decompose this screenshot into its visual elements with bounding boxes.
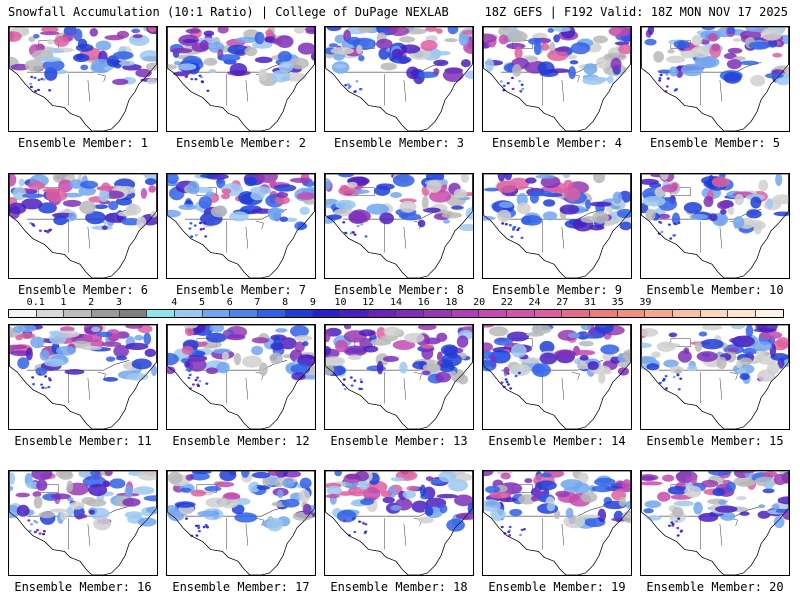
ensemble-member-label: Ensemble Member: 15 xyxy=(646,434,784,448)
color-scale-swatch xyxy=(202,310,231,317)
color-scale-swatch xyxy=(36,310,65,317)
color-scale-tick-label: 16 xyxy=(417,297,430,308)
ensemble-member-label: Ensemble Member: 1 xyxy=(17,136,149,150)
color-scale-labels: 0.1 1 2 3 4 5 6 7 8 9 10 12 14 16 18 20 22 24 27 31 35 39 xyxy=(8,297,784,309)
ensemble-member-label: Ensemble Member: 11 xyxy=(14,434,152,448)
color-scale-swatch xyxy=(534,310,563,317)
ensemble-member-map xyxy=(324,26,474,132)
ensemble-member-label: Ensemble Member: 2 xyxy=(175,136,307,150)
ensemble-member-map xyxy=(166,324,316,430)
ensemble-member-map xyxy=(166,26,316,132)
color-scale-swatch xyxy=(590,310,618,317)
ensemble-member-map xyxy=(640,173,790,279)
ensemble-member-map xyxy=(482,173,632,279)
color-scale-swatch xyxy=(396,310,425,317)
color-scale-swatch xyxy=(645,310,674,317)
color-scale-swatch xyxy=(562,310,591,317)
ensemble-member-label: Ensemble Member: 14 xyxy=(488,434,626,448)
ensemble-member-map xyxy=(640,26,790,132)
ensemble-member-label: Ensemble Member: 20 xyxy=(646,580,784,594)
color-scale-swatch xyxy=(119,310,148,317)
color-scale-tick-label: 5 xyxy=(198,297,206,308)
ensemble-member-label: Ensemble Member: 4 xyxy=(491,136,623,150)
color-scale-tick-label: 27 xyxy=(556,297,569,308)
snowfall-color-scale: 0.1 1 2 3 4 5 6 7 8 9 10 12 14 16 18 20 22 24 27 31 35 39 xyxy=(8,297,784,318)
color-scale-tick-label: 6 xyxy=(226,297,233,308)
ensemble-member-map xyxy=(640,324,790,430)
color-scale-swatch xyxy=(700,310,729,317)
ensemble-member-map xyxy=(8,470,158,576)
color-scale-tick-label: 39 xyxy=(639,297,652,308)
color-scale-swatch xyxy=(368,310,397,317)
ensemble-member-map xyxy=(8,173,158,279)
ensemble-member-map xyxy=(166,173,316,279)
color-scale-tick-label: 31 xyxy=(583,297,597,308)
ensemble-member-label: Ensemble Member: 16 xyxy=(14,580,152,594)
ensemble-member-label: Ensemble Member: 18 xyxy=(330,580,468,594)
color-scale-tick-label: 12 xyxy=(362,297,375,308)
color-scale-swatch xyxy=(756,310,783,317)
ensemble-member-map xyxy=(482,324,632,430)
color-scale-bar xyxy=(8,309,784,318)
color-scale-swatch xyxy=(313,310,342,317)
run-valid-time: 18Z GEFS | F192 Valid: 18Z MON NOV 17 20… xyxy=(484,5,788,19)
ensemble-member-map xyxy=(482,470,632,576)
color-scale-tick-label: 8 xyxy=(282,297,289,308)
color-scale-swatch xyxy=(341,310,369,317)
ensemble-member-label: Ensemble Member: 12 xyxy=(172,434,310,448)
ensemble-member-label: Ensemble Member: 6 xyxy=(17,283,149,297)
color-scale-swatch xyxy=(451,310,480,317)
ensemble-member-map xyxy=(324,324,474,430)
color-scale-swatch xyxy=(92,310,120,317)
map-title: Snowfall Accumulation (10:1 Ratio) | Col… xyxy=(8,5,449,19)
color-scale-tick-label: 35 xyxy=(611,297,624,308)
color-scale-swatch xyxy=(507,310,535,317)
color-scale-swatch xyxy=(258,310,286,317)
color-scale-swatch xyxy=(673,310,701,317)
ensemble-member-label: Ensemble Member: 3 xyxy=(333,136,465,150)
ensemble-member-map xyxy=(482,26,632,132)
color-scale-tick-label: 18 xyxy=(445,297,458,308)
color-scale-tick-label: 1 xyxy=(60,297,67,308)
color-scale-swatch xyxy=(175,310,203,317)
ensemble-member-map xyxy=(324,173,474,279)
color-scale-swatch xyxy=(230,310,259,317)
ensemble-member-label: Ensemble Member: 5 xyxy=(649,136,781,150)
ensemble-member-map xyxy=(324,470,474,576)
ensemble-member-label: Ensemble Member: 19 xyxy=(488,580,626,594)
color-scale-swatch xyxy=(9,310,37,317)
color-scale-tick-label: 22 xyxy=(500,297,513,308)
ensemble-member-label: Ensemble Member: 7 xyxy=(175,283,307,297)
color-scale-tick-label: 14 xyxy=(389,297,403,308)
ensemble-member-label: Ensemble Member: 9 xyxy=(491,283,623,297)
color-scale-tick-label: 9 xyxy=(309,297,316,308)
color-scale-tick-label: 24 xyxy=(528,297,541,308)
color-scale-swatch xyxy=(285,310,314,317)
color-scale-tick-label: 0.1 xyxy=(26,297,45,308)
ensemble-member-map xyxy=(640,470,790,576)
color-scale-tick-label: 7 xyxy=(254,297,261,308)
color-scale-tick-label: 10 xyxy=(334,297,347,308)
ensemble-member-map xyxy=(8,26,158,132)
ensemble-member-map xyxy=(166,470,316,576)
color-scale-swatch xyxy=(424,310,452,317)
color-scale-tick-label: 4 xyxy=(171,297,178,308)
color-scale-swatch xyxy=(728,310,757,317)
color-scale-tick-label: 2 xyxy=(88,297,95,308)
ensemble-member-label: Ensemble Member: 13 xyxy=(330,434,468,448)
ensemble-member-label: Ensemble Member: 8 xyxy=(333,283,465,297)
color-scale-swatch xyxy=(617,310,646,317)
ensemble-member-label: Ensemble Member: 17 xyxy=(172,580,310,594)
color-scale-swatch xyxy=(64,310,93,317)
color-scale-swatch xyxy=(147,310,176,317)
ensemble-member-label: Ensemble Member: 10 xyxy=(646,283,784,297)
color-scale-swatch xyxy=(479,310,508,317)
color-scale-tick-label: 20 xyxy=(473,297,486,308)
color-scale-tick-label: 3 xyxy=(115,297,122,308)
ensemble-member-map xyxy=(8,324,158,430)
